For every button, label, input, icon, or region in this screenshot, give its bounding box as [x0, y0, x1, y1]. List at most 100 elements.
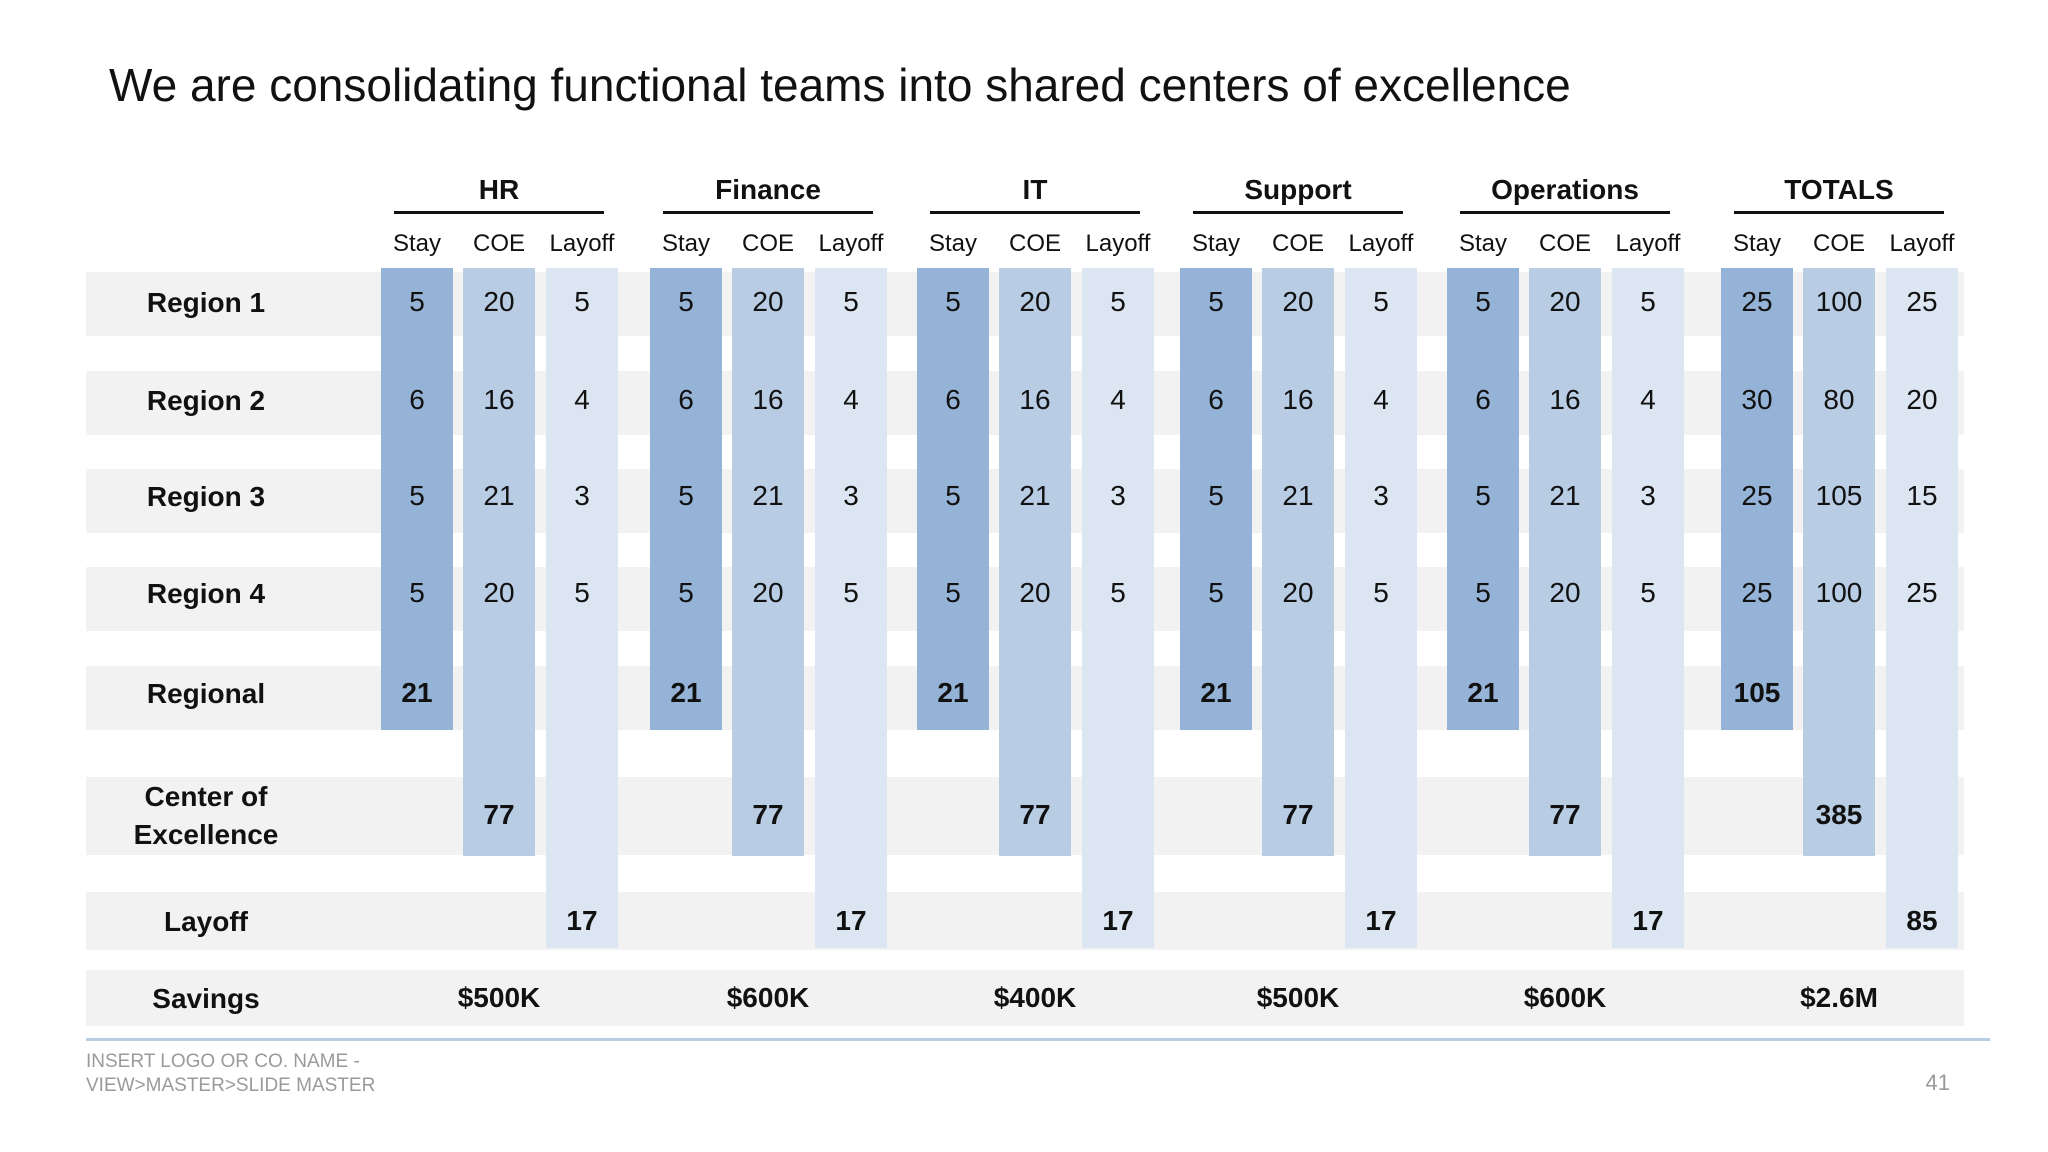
coe-column	[999, 268, 1071, 856]
stay-column	[1721, 268, 1793, 730]
stay-value: 25	[1741, 480, 1773, 511]
coe-value: 100	[1815, 577, 1863, 608]
coe-value: 77	[1549, 799, 1581, 830]
stay-value: 5	[1208, 286, 1224, 317]
column-subheader: COE	[1812, 230, 1865, 257]
layoff-value: 20	[1906, 384, 1938, 415]
row-label: Region 4	[146, 578, 266, 609]
stay-value: 30	[1741, 384, 1773, 415]
stay-value: 5	[1208, 480, 1224, 511]
row-band	[86, 970, 1964, 1026]
stay-value: 5	[1475, 577, 1491, 608]
column-subheader: Stay	[661, 230, 711, 257]
stay-value: 21	[670, 677, 702, 708]
layoff-value: 25	[1906, 286, 1938, 317]
footer-line-2: VIEW>MASTER>SLIDE MASTER	[86, 1075, 376, 1096]
group-header-rule	[1734, 211, 1944, 214]
coe-value: 77	[483, 799, 515, 830]
row-label: Region 3	[146, 481, 266, 512]
group-header-rule	[1460, 211, 1670, 214]
column-subheader: Layoff	[1889, 230, 1955, 257]
column-subheader: Layoff	[1085, 230, 1151, 257]
coe-value: 21	[1549, 480, 1581, 511]
coe-value: 105	[1815, 480, 1863, 511]
coe-value: 20	[752, 577, 784, 608]
stay-column	[650, 268, 722, 730]
stay-column	[1447, 268, 1519, 730]
layoff-value: 3	[843, 480, 859, 511]
group-header-rule	[394, 211, 604, 214]
coe-value: 16	[483, 384, 515, 415]
layoff-value: 5	[574, 286, 590, 317]
coe-value: 21	[1019, 480, 1051, 511]
coe-value: 20	[1282, 577, 1314, 608]
column-subheader: COE	[1008, 230, 1061, 257]
layoff-value: 3	[1640, 480, 1656, 511]
column-subheader: Stay	[1191, 230, 1241, 257]
coe-value: 20	[1019, 577, 1051, 608]
stay-value: 5	[678, 286, 694, 317]
group-header: Operations	[1491, 174, 1639, 205]
savings-value: $600K	[726, 982, 810, 1013]
coe-value: 80	[1823, 384, 1855, 415]
stay-value: 6	[409, 384, 425, 415]
stay-value: 25	[1741, 577, 1773, 608]
coe-column	[463, 268, 535, 856]
stay-value: 21	[401, 677, 433, 708]
layoff-value: 3	[574, 480, 590, 511]
layoff-value: 5	[1110, 577, 1126, 608]
coe-value: 20	[752, 286, 784, 317]
layoff-value: 5	[1373, 286, 1389, 317]
layoff-column	[1612, 268, 1684, 948]
slide-title: We are consolidating functional teams in…	[109, 59, 1571, 111]
stay-value: 105	[1733, 677, 1781, 708]
column-subheader: Stay	[1458, 230, 1508, 257]
layoff-value: 5	[574, 577, 590, 608]
stay-value: 6	[1208, 384, 1224, 415]
layoff-value: 17	[1102, 905, 1134, 936]
stay-value: 5	[678, 577, 694, 608]
footer-line-1: INSERT LOGO OR CO. NAME -	[86, 1051, 360, 1072]
layoff-value: 17	[1632, 905, 1664, 936]
stay-column	[381, 268, 453, 730]
coe-value: 20	[483, 577, 515, 608]
layoff-value: 5	[1640, 286, 1656, 317]
coe-value: 16	[1549, 384, 1581, 415]
layoff-value: 5	[1110, 286, 1126, 317]
layoff-column	[1345, 268, 1417, 948]
stay-value: 5	[409, 577, 425, 608]
layoff-value: 17	[835, 905, 867, 936]
stay-value: 5	[1208, 577, 1224, 608]
stay-value: 5	[945, 577, 961, 608]
row-label: Layoff	[164, 906, 248, 937]
stay-value: 21	[1200, 677, 1232, 708]
savings-value: $400K	[993, 982, 1077, 1013]
stay-value: 25	[1741, 286, 1773, 317]
coe-value: 16	[1019, 384, 1051, 415]
column-subheader: COE	[741, 230, 794, 257]
stay-value: 5	[945, 286, 961, 317]
stay-value: 5	[1475, 286, 1491, 317]
layoff-column	[1886, 268, 1958, 948]
stay-value: 5	[409, 286, 425, 317]
column-subheader: COE	[472, 230, 525, 257]
column-subheader: COE	[1538, 230, 1591, 257]
column-subheader: Layoff	[1615, 230, 1681, 257]
layoff-column	[815, 268, 887, 948]
coe-value: 21	[1282, 480, 1314, 511]
coe-column	[732, 268, 804, 856]
layoff-value: 4	[1640, 384, 1656, 415]
layoff-value: 3	[1110, 480, 1126, 511]
footer-rule	[86, 1038, 1990, 1041]
row-label: Center of Excellence	[133, 781, 279, 850]
layoff-value: 4	[574, 384, 590, 415]
group-header-rule	[663, 211, 873, 214]
stay-value: 6	[1475, 384, 1491, 415]
layoff-value: 5	[1373, 577, 1389, 608]
coe-value: 20	[483, 286, 515, 317]
layoff-value: 3	[1373, 480, 1389, 511]
stay-value: 6	[678, 384, 694, 415]
savings-label: Savings	[152, 983, 260, 1014]
column-subheader: COE	[1271, 230, 1324, 257]
layoff-column	[1082, 268, 1154, 948]
